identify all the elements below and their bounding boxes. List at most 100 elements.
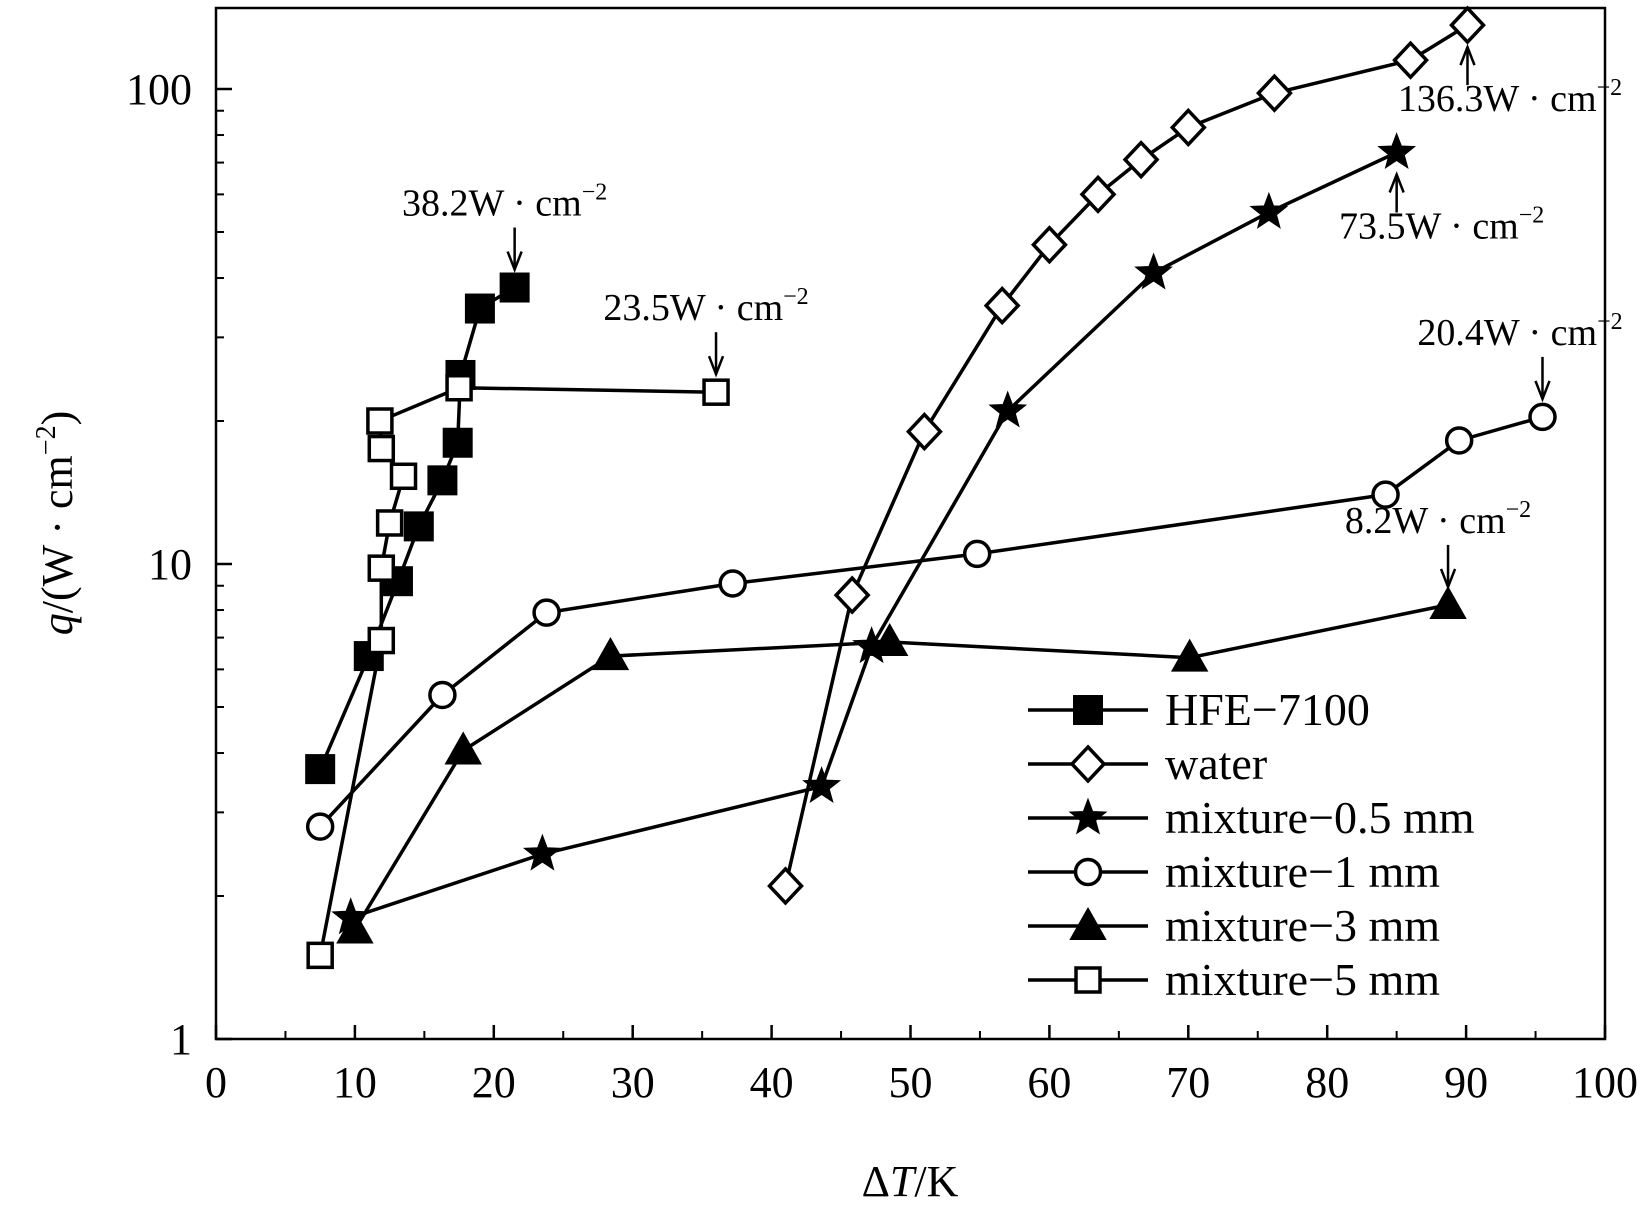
series-2 <box>331 132 1417 935</box>
legend-marker <box>1069 744 1107 784</box>
data-point <box>1377 132 1417 170</box>
annotation-0: 38.2W · cm−2 <box>402 180 607 273</box>
x-tick-label: 70 <box>1166 1058 1210 1107</box>
x-tick-label: 40 <box>750 1058 794 1107</box>
series-0 <box>305 272 530 785</box>
data-point <box>305 812 335 841</box>
annotation-label: 73.5W · cm−2 <box>1339 203 1544 248</box>
annotation-arrow-head <box>1439 568 1457 591</box>
annotation-text: 8.2W · cm <box>1345 500 1506 542</box>
y-axis-title-var: q <box>33 613 82 635</box>
annotation-4: 20.4W · cm−2 <box>1417 309 1623 403</box>
data-point <box>833 575 871 615</box>
data-point <box>367 554 396 582</box>
data-point <box>442 427 473 458</box>
annotation-text: 73.5W · cm <box>1339 206 1519 248</box>
series-layer <box>305 5 1557 970</box>
data-point <box>367 434 396 463</box>
x-tick-label: 80 <box>1305 1058 1349 1107</box>
legend-marker <box>1073 695 1103 725</box>
annotation-sup: −2 <box>1597 309 1623 335</box>
y-axis-title-close: ) <box>33 411 82 426</box>
annotation-label: 8.2W · cm−2 <box>1345 497 1531 542</box>
data-point <box>336 910 374 944</box>
data-point <box>464 293 495 324</box>
x-axis-title-delta: Δ <box>862 1157 890 1206</box>
data-point <box>1392 40 1429 80</box>
data-point <box>983 286 1021 326</box>
annotation-label: 20.4W · cm−2 <box>1417 309 1622 354</box>
annotation-text: 38.2W · cm <box>402 183 582 225</box>
annotation-sup: −2 <box>1506 497 1532 523</box>
y-axis-title-unit: /(W · cm <box>33 455 82 613</box>
x-tick-label: 10 <box>333 1058 377 1107</box>
series-line <box>353 603 1449 931</box>
data-point <box>1134 252 1173 290</box>
x-tick-label: 100 <box>1572 1058 1638 1107</box>
annotation-1: 23.5W · cm−2 <box>603 284 809 378</box>
data-point <box>1249 191 1289 229</box>
legend-marker <box>1073 857 1103 887</box>
annotation-sup: −2 <box>1597 75 1623 101</box>
data-point <box>718 569 747 598</box>
data-point <box>427 465 458 496</box>
legend-label: HFE−7100 <box>1165 684 1370 735</box>
x-tick-label: 50 <box>889 1058 933 1107</box>
annotation-label: 38.2W · cm−2 <box>402 180 607 225</box>
data-point <box>905 412 943 452</box>
series-5 <box>306 373 730 970</box>
x-tick-label: 60 <box>1027 1058 1071 1107</box>
legend-label: water <box>1165 738 1267 789</box>
data-point <box>428 680 457 710</box>
legend-label: mixture−5 mm <box>1165 954 1440 1005</box>
data-point <box>445 373 473 402</box>
data-point <box>305 754 336 785</box>
annotation-sup: −2 <box>582 180 608 206</box>
annotation-arrow-head <box>506 251 523 273</box>
y-tick-label: 10 <box>148 540 192 589</box>
legend-item-1: water <box>1028 738 1267 789</box>
data-point <box>1444 426 1474 455</box>
legend-label: mixture−3 mm <box>1165 900 1440 951</box>
data-point <box>988 390 1028 428</box>
legend-item-2: mixture−0.5 mm <box>1028 792 1475 843</box>
legend-label: mixture−1 mm <box>1165 846 1440 897</box>
data-point <box>367 626 396 655</box>
x-axis-title-var: T <box>890 1157 918 1206</box>
legend-marker <box>1074 966 1102 994</box>
annotation-arrow-head <box>707 355 725 378</box>
series-line <box>350 150 1398 920</box>
data-point <box>389 462 418 491</box>
x-tick-label: 0 <box>205 1058 227 1107</box>
annotation-2: 136.3W · cm−2 <box>1398 43 1622 120</box>
annotation-sup: −2 <box>1519 203 1545 229</box>
series-line <box>318 415 1543 828</box>
series-line <box>318 385 717 956</box>
x-axis-title: ΔT/K <box>862 1157 959 1206</box>
data-point <box>1079 174 1117 214</box>
data-point <box>444 731 482 765</box>
data-point <box>1371 480 1400 509</box>
annotation-arrow-head <box>1459 43 1476 66</box>
data-point <box>366 407 394 435</box>
annotation-label: 136.3W · cm−2 <box>1398 75 1622 120</box>
legend-item-0: HFE−7100 <box>1028 684 1370 735</box>
x-tick-label: 20 <box>472 1058 516 1107</box>
series-4 <box>336 585 1467 944</box>
legend-item-3: mixture−1 mm <box>1028 846 1440 897</box>
y-tick-label: 1 <box>170 1015 192 1064</box>
x-tick-label: 30 <box>611 1058 655 1107</box>
y-axis-title: q/(W · cm−2) <box>31 411 82 635</box>
data-point <box>1170 638 1209 672</box>
data-point <box>532 598 561 627</box>
annotation-arrow-head <box>1388 171 1405 193</box>
x-tick-label: 90 <box>1444 1058 1488 1107</box>
annotation-text: 20.4W · cm <box>1417 312 1597 354</box>
data-point <box>403 511 434 542</box>
legend-item-4: mixture−3 mm <box>1028 900 1440 951</box>
data-point <box>306 941 334 970</box>
series-line <box>783 23 1469 887</box>
